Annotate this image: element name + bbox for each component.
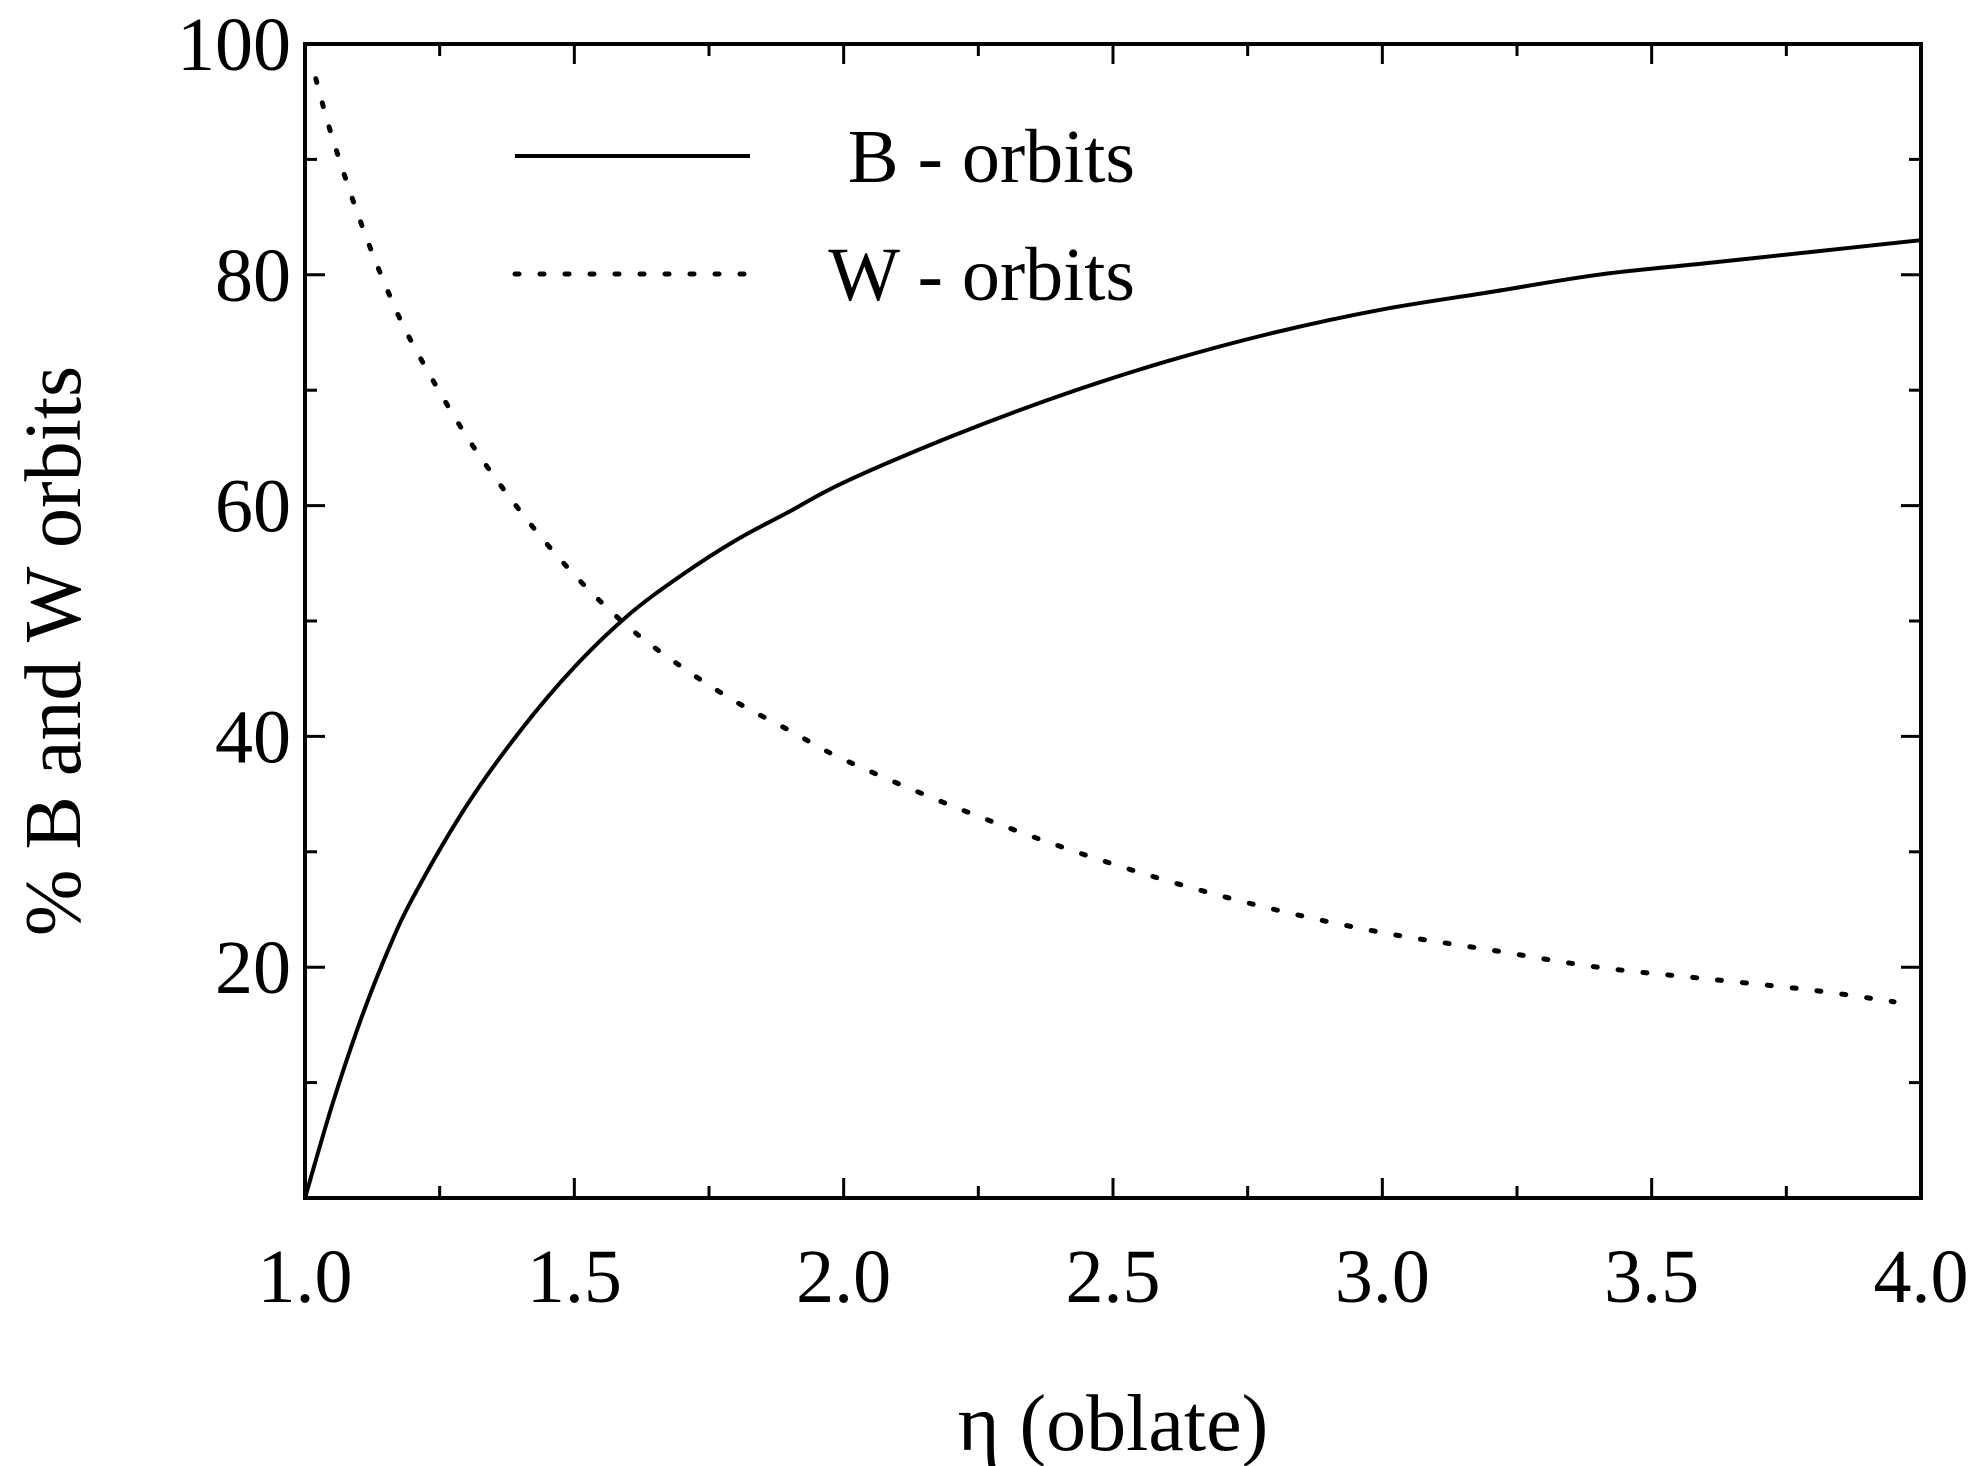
y-axis-label: % B and W orbits [10,366,98,936]
x-axis-label: η (oblate) [958,1380,1269,1466]
plot-frame [303,42,1923,1200]
x-tick-label: 4.0 [1874,1235,1969,1319]
x-tick-label: 2.5 [1066,1235,1161,1319]
legend-label: B - orbits [848,115,1135,199]
series-line-b-orbits [303,238,1922,1199]
x-tick-label: 3.0 [1335,1235,1430,1319]
y-tick-label: 80 [215,234,291,318]
x-tick-label: 1.5 [527,1235,622,1319]
series-line-w-orbits [313,76,1897,1005]
x-tick-label: 2.0 [796,1235,891,1319]
legend-label: W - orbits [828,233,1135,317]
y-tick-label: 100 [177,3,291,87]
x-tick-label: 3.5 [1604,1235,1699,1319]
series-layer [303,76,1922,1199]
x-tick-label: 1.0 [258,1235,353,1319]
axis-ticks [303,42,1923,1200]
y-tick-label: 20 [215,926,291,1010]
legend: B - orbits W - orbits [512,115,1135,317]
y-tick-label: 40 [215,695,291,779]
y-tick-label: 60 [215,465,291,549]
tick-labels: 1.0 1.5 2.0 2.5 3.0 3.5 4.0 20 40 60 80 100 [177,3,1969,1319]
